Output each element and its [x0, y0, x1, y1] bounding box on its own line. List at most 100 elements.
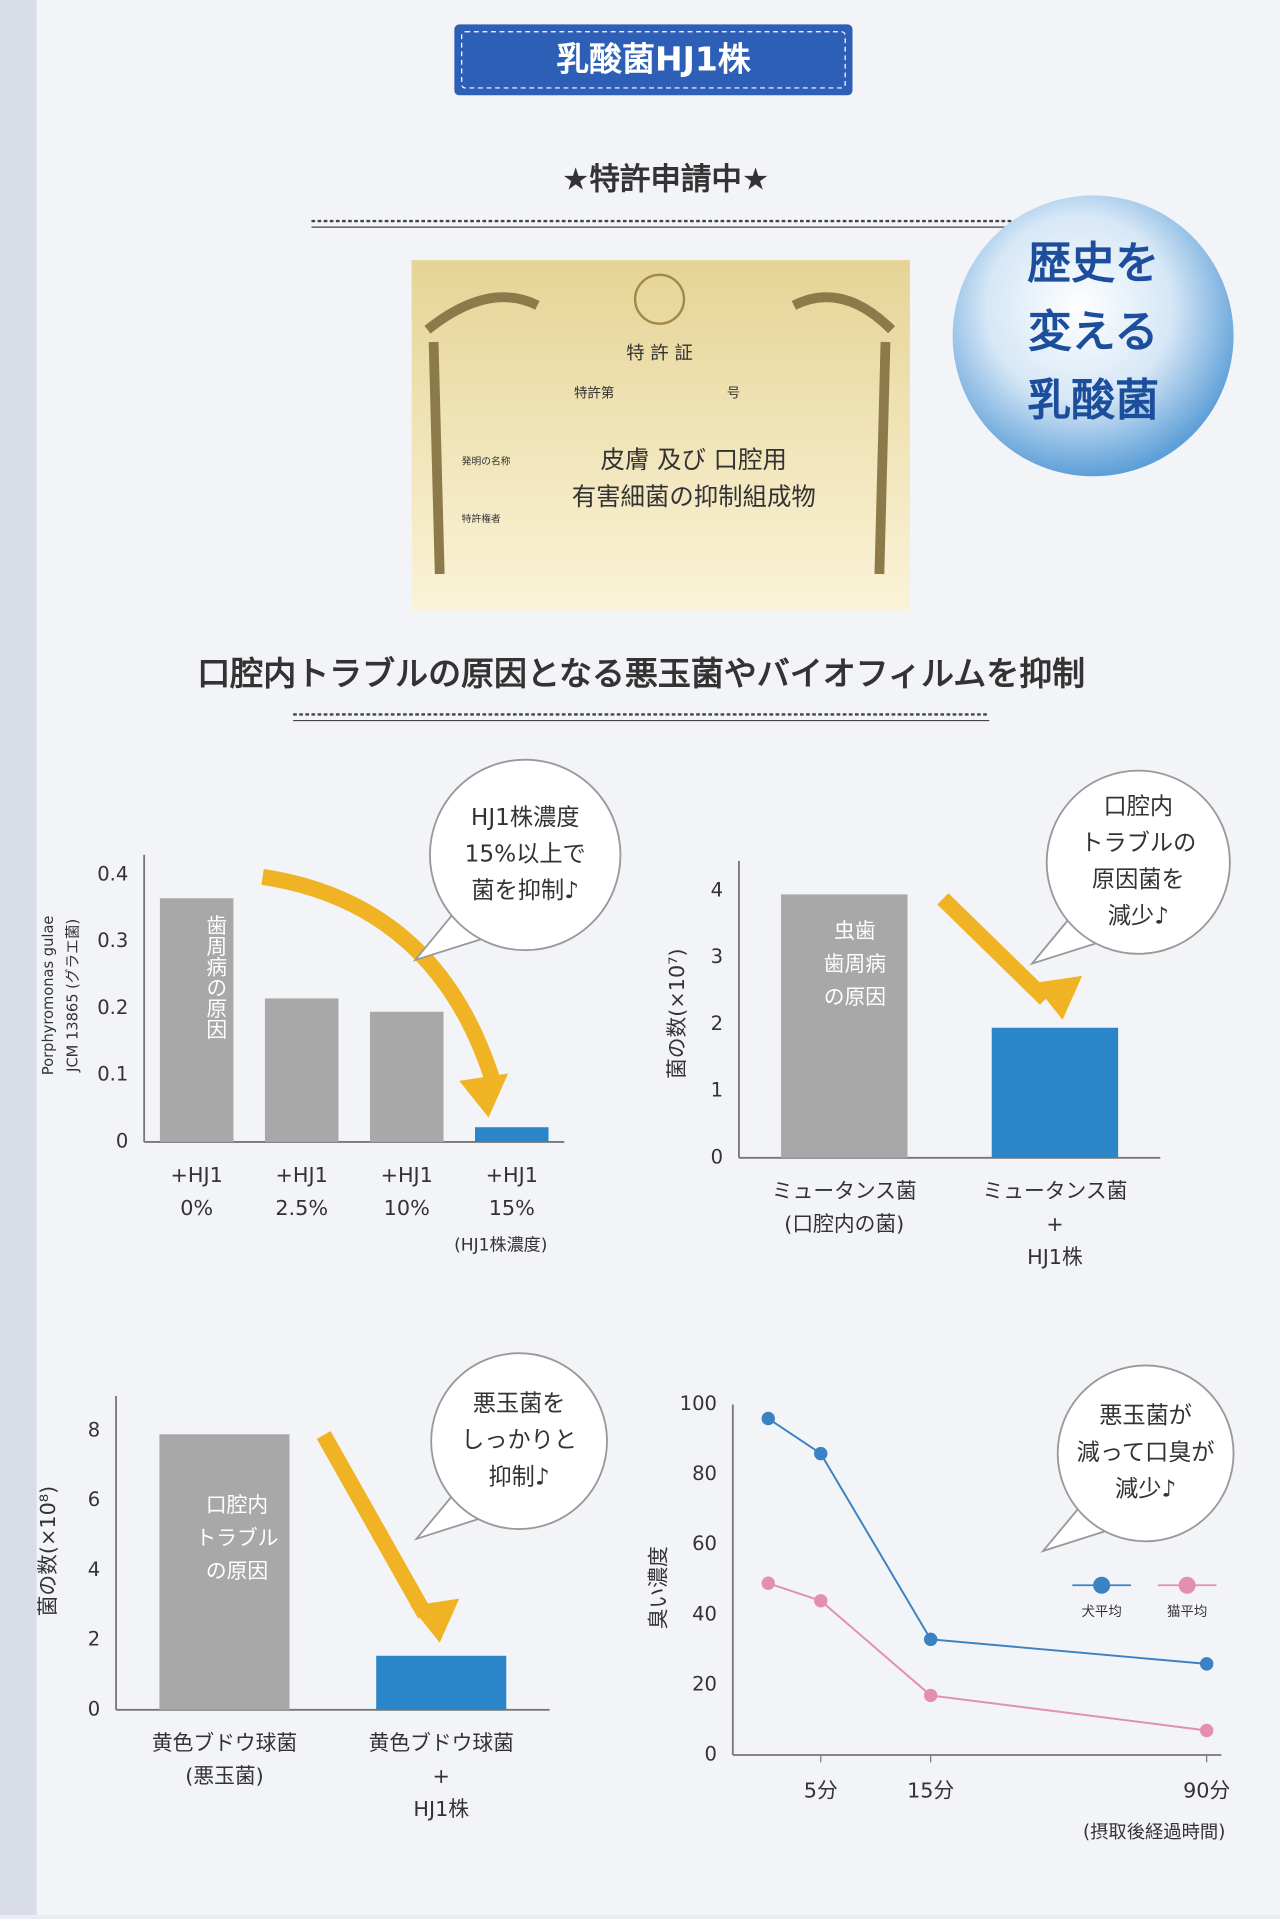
x-tick-label: (口腔内の菌): [784, 1212, 904, 1236]
x-axis-label: (摂取後経過時間): [1083, 1822, 1225, 1843]
y-tick-label: 0: [88, 1697, 100, 1720]
title-banner: [454, 24, 853, 96]
y-tick-label: 0: [116, 1129, 128, 1152]
bar: [376, 1655, 507, 1710]
bar: [159, 1434, 290, 1710]
callout-text: 菌を抑制♪: [471, 877, 579, 904]
legend-label: 猫平均: [1167, 1604, 1207, 1620]
arrow-head: [459, 1073, 509, 1118]
y-tick-label: 0: [711, 1145, 723, 1168]
y-tick-label: 0.2: [97, 996, 128, 1019]
y-tick-label: 0.3: [97, 929, 128, 952]
badge: [952, 195, 1234, 477]
point: [1199, 1657, 1214, 1671]
y-axis-label: 臭い濃度: [647, 1546, 671, 1629]
y-tick-label: 2: [711, 1012, 723, 1035]
bar-text: トラブル: [195, 1526, 278, 1550]
margin: [0, 0, 37, 1915]
x-tick-label: 10%: [384, 1196, 430, 1220]
y-tick-label: 100: [680, 1392, 717, 1415]
y-tick-label: 80: [692, 1462, 717, 1485]
line: [767, 1582, 1207, 1732]
cert-label: 特許権者: [462, 512, 501, 525]
line: [767, 1417, 1207, 1665]
patent-note: ★特許申請中★: [562, 162, 769, 197]
arrow: [937, 893, 1052, 1005]
x-tick-label: (悪玉菌): [185, 1764, 263, 1788]
x-tick-label: 5分: [804, 1779, 838, 1803]
legend-label: 犬平均: [1082, 1604, 1122, 1620]
y-tick-label: 6: [88, 1488, 100, 1511]
ornament: [424, 292, 896, 575]
x-tick-label: 黄色ブドウ球菌: [152, 1731, 297, 1755]
legend-marker: [1093, 1576, 1111, 1594]
point: [761, 1411, 775, 1426]
cert-number-suffix: 号: [727, 386, 740, 401]
bar: [159, 898, 234, 1142]
y-axis-label: 菌の数(×10⁸): [36, 1486, 60, 1617]
y-tick-label: 0.4: [97, 862, 128, 885]
x-tick-label: HJ1株: [413, 1797, 469, 1821]
bar-text: 口腔内: [206, 1493, 268, 1517]
certificate: [411, 260, 910, 611]
y-tick-label: 60: [692, 1532, 717, 1555]
arrow-head: [1033, 975, 1083, 1020]
cert-title: 特 許 証: [626, 343, 693, 364]
cert-label: 発明の名称: [462, 455, 511, 468]
x-tick-label: +HJ1: [381, 1163, 433, 1187]
bar: [475, 1127, 549, 1142]
callout-text: 悪玉菌が: [1099, 1402, 1192, 1429]
callout-text: 減少♪: [1115, 1475, 1176, 1502]
callout-text: 抑制♪: [488, 1463, 549, 1490]
y-tick-label: 2: [88, 1628, 100, 1651]
x-tick-label: +HJ1: [171, 1163, 223, 1187]
legend-marker: [1178, 1576, 1196, 1594]
x-tick-label: 2.5%: [275, 1196, 328, 1220]
x-tick-label: +HJ1: [486, 1163, 538, 1187]
x-tick-label: 黄色ブドウ球菌: [369, 1731, 514, 1755]
x-tick-label: HJ1株: [1027, 1245, 1083, 1269]
y-tick-label: 4: [711, 879, 723, 902]
emblem: [633, 273, 686, 325]
cert-invention: 皮膚 及び 口腔用: [601, 445, 787, 474]
bar-text: の原因: [824, 985, 886, 1009]
bar-text: 虫歯: [834, 919, 876, 943]
callout-text: 悪玉菌を: [473, 1390, 566, 1417]
badge-text: 変える: [1028, 307, 1159, 358]
callout-text: 減少♪: [1108, 903, 1169, 930]
x-tick-label: ミュータンス菌: [983, 1179, 1128, 1203]
x-tick-label: ミュータンス菌: [772, 1179, 917, 1203]
callout: [1045, 769, 1231, 955]
bar: [369, 1011, 444, 1142]
callout-text: 原因菌を: [1092, 866, 1185, 893]
x-tick-label: 15%: [489, 1196, 535, 1220]
y-axis-label: Porphyromonas gulae: [40, 916, 57, 1076]
bar: [991, 1027, 1119, 1158]
y-tick-label: 20: [692, 1672, 717, 1695]
y-axis-label: JCM 13865 (グラエ菌): [64, 919, 81, 1073]
bar: [264, 998, 339, 1142]
x-tick-label: +: [433, 1764, 450, 1788]
point: [1199, 1723, 1214, 1738]
arrow-head: [410, 1598, 460, 1643]
badge-text: 歴史を: [1027, 238, 1159, 289]
headline: 口腔内トラブルの原因となる悪玉菌やバイオフィルムを抑制: [197, 654, 1085, 693]
callout: [1056, 1364, 1235, 1543]
callout-text: トラブルの: [1080, 829, 1196, 856]
point: [761, 1576, 775, 1590]
x-tick-label: +: [1046, 1212, 1063, 1236]
x-tick-label: +HJ1: [276, 1163, 328, 1187]
title: 乳酸菌HJ1株: [556, 40, 752, 79]
banner-border: [461, 31, 846, 89]
arrow: [261, 869, 503, 1090]
x-tick-label: 0%: [180, 1196, 213, 1220]
callout-text: しっかりと: [461, 1427, 577, 1454]
point: [814, 1594, 828, 1608]
bar-text: の原因: [206, 1559, 268, 1583]
y-tick-label: 0: [705, 1743, 717, 1766]
callout-text: HJ1株濃度: [471, 804, 580, 831]
y-tick-label: 4: [88, 1558, 100, 1581]
x-axis-label: (HJ1株濃度): [454, 1236, 547, 1256]
callout-text: 口腔内: [1104, 793, 1174, 820]
